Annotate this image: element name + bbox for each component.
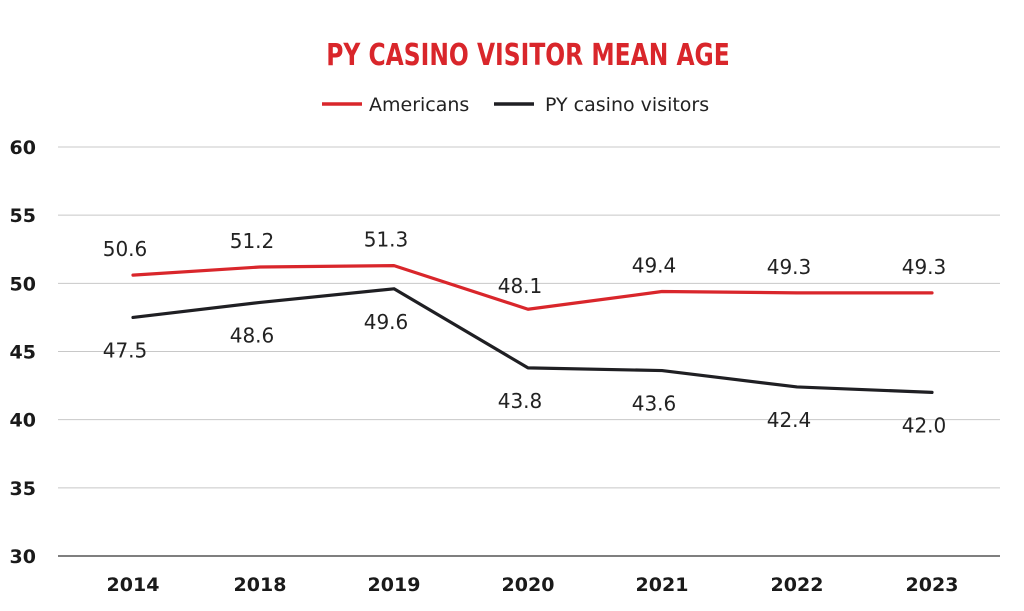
series-lines — [131, 264, 934, 394]
data-label: 50.6 — [103, 237, 148, 261]
data-label: 42.4 — [767, 408, 812, 432]
chart-title: PY CASINO VISITOR MEAN AGE — [326, 38, 730, 73]
y-tick-label: 50 — [10, 273, 36, 295]
data-label: 48.1 — [498, 274, 543, 298]
data-label: 49.3 — [767, 255, 812, 279]
x-tick-label: 2019 — [368, 574, 421, 596]
x-tick-label: 2018 — [234, 574, 287, 596]
data-label: 51.3 — [364, 228, 409, 252]
y-tick-label: 45 — [10, 342, 36, 364]
data-label: 43.6 — [632, 392, 677, 416]
data-labels: 50.6 51.2 51.3 48.1 49.4 49.3 49.3 47.5 48.6 49.6… — [103, 228, 947, 438]
legend-label: PY casino visitors — [545, 94, 709, 116]
y-tick-label: 35 — [10, 478, 36, 500]
x-tick-label: 2021 — [636, 574, 689, 596]
x-tick-label: 2014 — [107, 574, 160, 596]
legend-label: Americans — [369, 94, 469, 116]
y-tick-label: 30 — [10, 546, 36, 568]
y-tick-label: 60 — [10, 137, 36, 159]
x-tick-label: 2020 — [502, 574, 555, 596]
data-label: 42.0 — [902, 413, 947, 437]
x-tick-label: 2022 — [771, 574, 824, 596]
data-label: 49.4 — [632, 254, 677, 278]
y-tick-label: 40 — [10, 410, 36, 432]
series-line-americans — [131, 264, 934, 311]
y-tick-label: 55 — [10, 205, 36, 227]
series-line-py-casino-visitors — [131, 287, 934, 394]
y-axis-ticks: 30 35 40 45 50 55 60 — [10, 137, 36, 568]
data-label: 51.2 — [230, 229, 275, 253]
legend: Americans PY casino visitors — [322, 94, 709, 116]
data-label: 47.5 — [103, 338, 148, 362]
x-axis-ticks: 2014 2018 2019 2020 2021 2022 2023 — [107, 574, 959, 596]
data-label: 49.6 — [364, 310, 409, 334]
data-label: 48.6 — [230, 323, 275, 347]
x-tick-label: 2023 — [906, 574, 959, 596]
gridlines — [58, 146, 1000, 557]
data-label: 49.3 — [902, 255, 947, 279]
data-label: 43.8 — [498, 389, 543, 413]
